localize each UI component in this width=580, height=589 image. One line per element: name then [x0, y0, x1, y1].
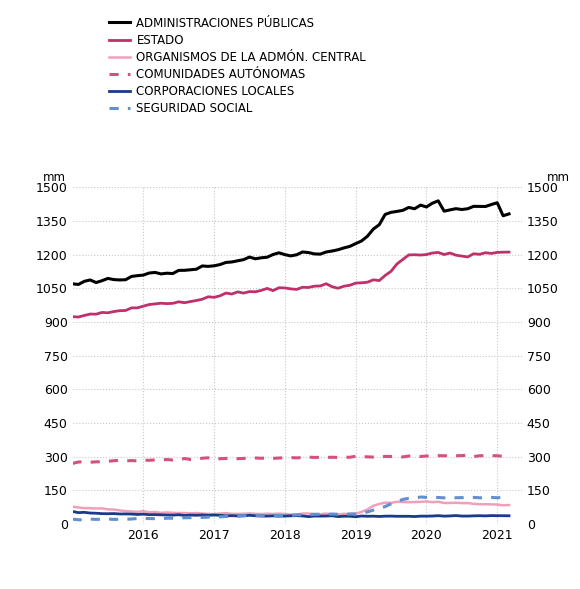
Text: mm: mm [44, 171, 66, 184]
Text: mm: mm [547, 171, 570, 184]
Legend: ADMINISTRACIONES PÚBLICAS, ESTADO, ORGANISMOS DE LA ADMÓN. CENTRAL, COMUNIDADES : ADMINISTRACIONES PÚBLICAS, ESTADO, ORGAN… [104, 12, 371, 120]
